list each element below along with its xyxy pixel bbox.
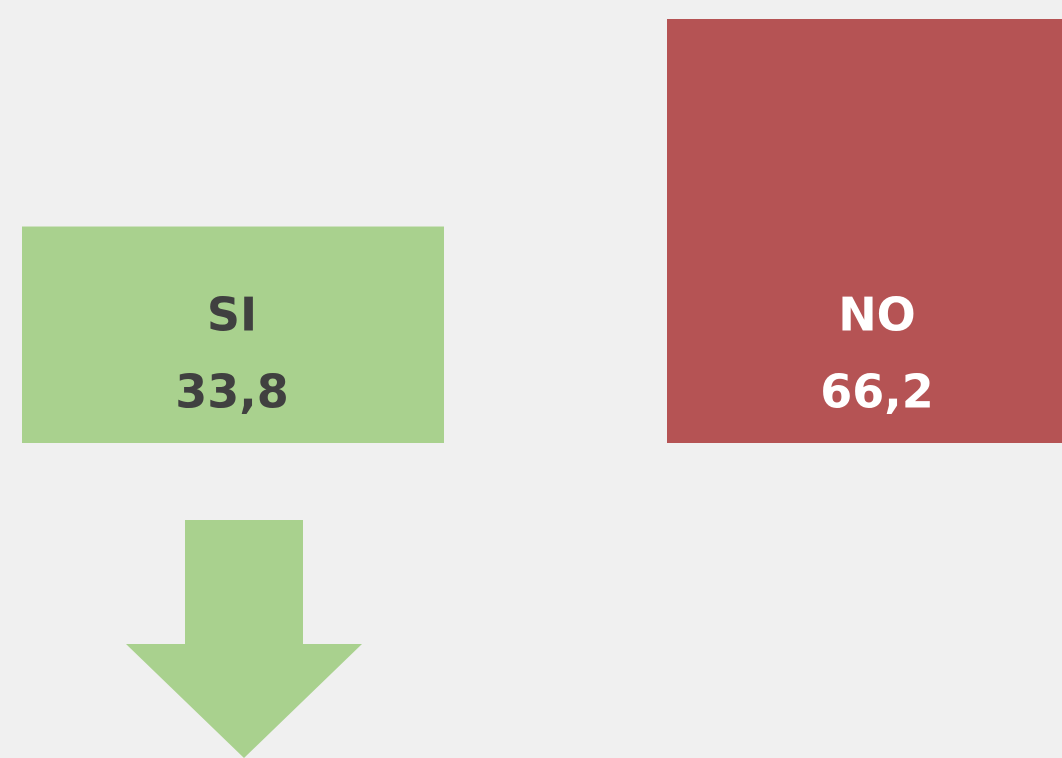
- bar: [667, 19, 1062, 443]
- value-label: 66,2: [820, 365, 934, 419]
- bar: [22, 226, 444, 443]
- category-label: NO: [838, 288, 916, 342]
- down-arrow: [126, 520, 362, 758]
- category-label: SI: [207, 288, 257, 342]
- value-label: 33,8: [175, 365, 289, 419]
